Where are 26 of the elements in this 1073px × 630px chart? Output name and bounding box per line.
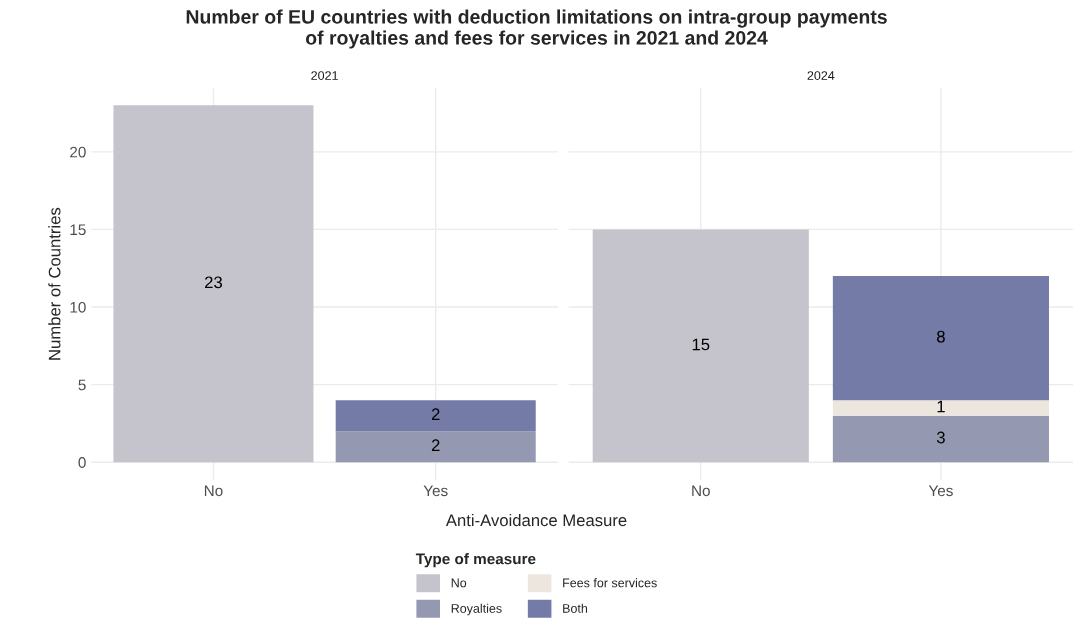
y-tick-label: 5: [78, 379, 86, 391]
legend-title: Type of measure: [415, 553, 536, 568]
chart-subtitle: 2021: [311, 71, 338, 80]
legend-label: No: [451, 578, 467, 588]
data-label: 2: [431, 439, 440, 451]
y-tick-label: 0: [78, 457, 86, 468]
legend-label: Both: [563, 603, 588, 613]
data-label: 3: [936, 431, 945, 444]
y-tick-label: 20: [70, 146, 86, 158]
x-tick-label: Yes: [423, 485, 448, 497]
data-label: 2: [431, 408, 440, 420]
chart-subtitle: 2024: [807, 71, 835, 80]
y-tick-label: 10: [70, 301, 86, 313]
x-axis-title: Anti-Avoidance Measure: [445, 513, 627, 527]
x-tick-label: Yes: [928, 485, 953, 497]
x-tick-label: No: [204, 485, 223, 497]
y-axis-title: Number of Countries: [48, 207, 61, 360]
y-tick-label: 15: [70, 224, 86, 236]
legend-label: Fees for services: [563, 578, 657, 588]
data-label: 15: [692, 338, 710, 351]
data-label: 23: [205, 276, 222, 289]
legend-label: Royalties: [451, 603, 502, 616]
data-label: 8: [937, 330, 945, 343]
chart-title: Number of EU countries with deduction limitations on intra-group payments of royalties and fees for services in 2021 and 2024: [186, 9, 887, 49]
data-label: 1: [937, 400, 945, 413]
x-tick-label: No: [692, 485, 710, 497]
